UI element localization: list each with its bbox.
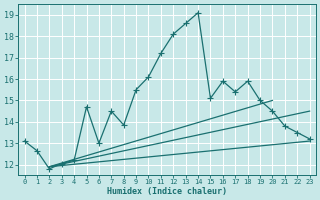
X-axis label: Humidex (Indice chaleur): Humidex (Indice chaleur) [107, 187, 227, 196]
